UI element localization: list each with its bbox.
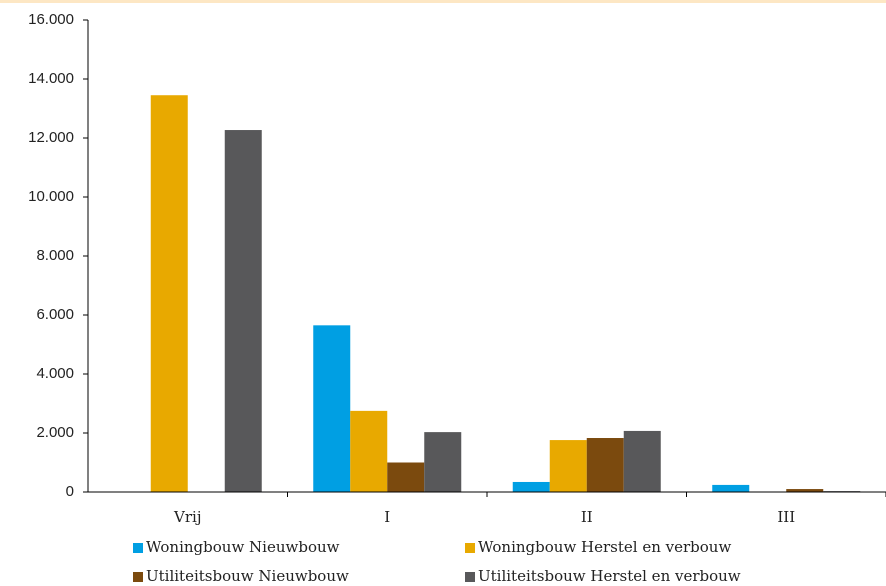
- legend-swatch: [465, 572, 475, 582]
- y-tick-label: 8.000: [36, 247, 74, 264]
- x-tick-label: III: [777, 508, 795, 526]
- y-tick-label: 0: [66, 483, 74, 500]
- bar: [150, 95, 188, 492]
- bar: [786, 489, 824, 492]
- x-tick-label: Vrij: [173, 508, 201, 526]
- legend-swatch: [465, 543, 475, 553]
- legend-label: Woningbouw Nieuwbouw: [146, 538, 340, 556]
- bar: [313, 325, 351, 492]
- bar: [549, 440, 587, 492]
- bar: [623, 430, 661, 492]
- bar: [387, 462, 425, 492]
- y-tick-label: 12.000: [28, 129, 74, 146]
- bar: [512, 481, 550, 492]
- legend-label: Utiliteitsbouw Herstel en verbouw: [478, 567, 741, 585]
- legend-swatch: [133, 572, 143, 582]
- y-tick-label: 6.000: [36, 306, 74, 323]
- legend-label: Utiliteitsbouw Nieuwbouw: [146, 567, 349, 585]
- x-tick-label: II: [581, 508, 593, 526]
- bar: [586, 438, 624, 492]
- bar: [424, 432, 462, 492]
- x-tick-label: I: [384, 508, 390, 526]
- legend-label: Woningbouw Herstel en verbouw: [478, 538, 731, 556]
- bar: [712, 484, 750, 492]
- y-tick-label: 4.000: [36, 365, 74, 382]
- legend-swatch: [133, 543, 143, 553]
- bar: [350, 410, 388, 492]
- y-tick-label: 10.000: [28, 188, 74, 205]
- bar: [224, 130, 262, 492]
- top-border: [0, 0, 886, 3]
- y-tick-label: 14.000: [28, 70, 74, 87]
- y-tick-label: 2.000: [36, 424, 74, 441]
- y-tick-label: 16.000: [28, 11, 74, 28]
